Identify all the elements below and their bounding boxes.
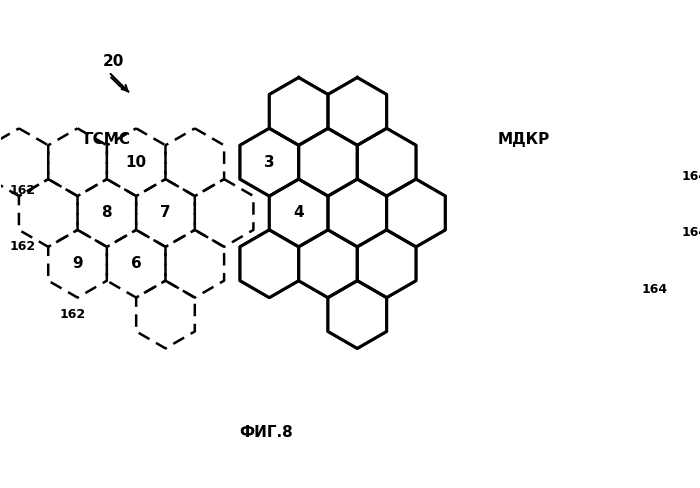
Text: 162: 162: [60, 308, 86, 321]
Polygon shape: [240, 230, 299, 298]
Text: 164: 164: [681, 226, 700, 239]
Text: МДКР: МДКР: [498, 132, 550, 147]
Polygon shape: [19, 179, 78, 247]
Polygon shape: [107, 230, 165, 298]
Text: 162: 162: [9, 184, 35, 197]
Text: 8: 8: [102, 205, 112, 221]
Text: 164: 164: [681, 170, 700, 183]
Polygon shape: [240, 128, 299, 196]
Text: 3: 3: [264, 155, 274, 170]
Polygon shape: [270, 179, 328, 247]
Polygon shape: [357, 128, 416, 196]
Polygon shape: [299, 128, 357, 196]
Text: 4: 4: [293, 205, 304, 221]
Polygon shape: [270, 78, 328, 145]
Polygon shape: [107, 128, 165, 196]
Text: ФИГ.8: ФИГ.8: [239, 426, 293, 441]
Polygon shape: [386, 179, 445, 247]
Polygon shape: [270, 179, 328, 247]
Polygon shape: [357, 128, 416, 196]
Polygon shape: [165, 128, 224, 196]
Polygon shape: [328, 281, 386, 348]
Polygon shape: [357, 230, 416, 298]
Polygon shape: [136, 281, 195, 348]
Polygon shape: [136, 179, 195, 247]
Polygon shape: [0, 128, 48, 196]
Text: 20: 20: [103, 54, 125, 69]
Polygon shape: [386, 179, 445, 247]
Polygon shape: [48, 230, 107, 298]
Polygon shape: [328, 179, 386, 247]
Polygon shape: [240, 128, 299, 196]
Polygon shape: [328, 78, 386, 145]
Text: 164: 164: [642, 283, 668, 296]
Polygon shape: [299, 128, 357, 196]
Polygon shape: [328, 78, 386, 145]
Polygon shape: [328, 179, 386, 247]
Text: 7: 7: [160, 205, 171, 221]
Polygon shape: [48, 128, 107, 196]
Polygon shape: [78, 179, 136, 247]
Text: 10: 10: [125, 155, 147, 170]
Polygon shape: [165, 230, 224, 298]
Polygon shape: [299, 230, 357, 298]
Text: 4: 4: [293, 205, 304, 221]
Polygon shape: [299, 230, 357, 298]
Text: 9: 9: [72, 256, 83, 271]
Text: 6: 6: [131, 256, 141, 271]
Text: 3: 3: [264, 155, 274, 170]
Polygon shape: [240, 230, 299, 298]
Polygon shape: [328, 281, 386, 348]
Text: ГСМС: ГСМС: [83, 132, 130, 147]
Text: 162: 162: [9, 240, 35, 253]
Polygon shape: [270, 78, 328, 145]
Polygon shape: [357, 230, 416, 298]
Polygon shape: [195, 179, 253, 247]
